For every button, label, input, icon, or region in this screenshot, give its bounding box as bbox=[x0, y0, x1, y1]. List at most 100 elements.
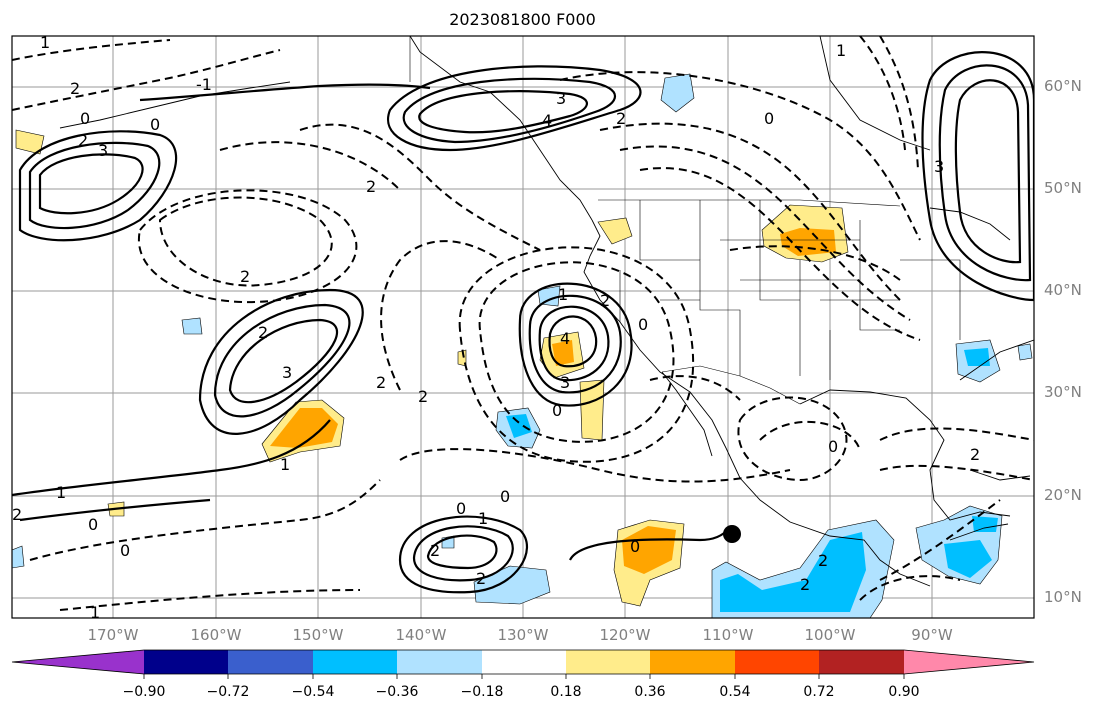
shaded-anomalies bbox=[12, 73, 1033, 618]
lon-label-150w: 150°W bbox=[292, 626, 344, 644]
anomaly-patch bbox=[12, 545, 25, 569]
colorbar-tick-label: 0.54 bbox=[719, 684, 751, 700]
contour-line bbox=[879, 499, 1001, 581]
contour-label: 4 bbox=[560, 329, 570, 348]
contour-line bbox=[649, 375, 741, 401]
anomaly-patch bbox=[964, 348, 990, 366]
colorbar-segment bbox=[482, 650, 566, 674]
contour-line bbox=[387, 65, 642, 152]
contour-line bbox=[29, 479, 381, 561]
anomaly-patch bbox=[181, 317, 203, 335]
contour-line bbox=[729, 245, 901, 281]
anomaly-patch bbox=[720, 532, 866, 612]
lat-label-10n: 10°N bbox=[1044, 588, 1082, 606]
contour-line bbox=[548, 315, 598, 368]
contour-line bbox=[418, 90, 588, 134]
contour-label: 4 bbox=[542, 111, 552, 130]
contour-label: 2 bbox=[430, 541, 440, 560]
contour-line bbox=[639, 167, 921, 341]
colorbar-tick-label: −0.18 bbox=[460, 684, 504, 700]
contour-line bbox=[737, 396, 848, 482]
lon-label-170w: 170°W bbox=[87, 626, 139, 644]
contour-line bbox=[38, 153, 144, 215]
gridlines bbox=[12, 36, 1034, 618]
contour-line bbox=[458, 246, 695, 463]
colorbar-segment bbox=[313, 650, 397, 674]
contour-line bbox=[759, 420, 861, 451]
contour-line bbox=[399, 448, 791, 483]
borders bbox=[409, 36, 961, 405]
contour-label: 3 bbox=[934, 157, 944, 176]
contour-line bbox=[879, 36, 919, 171]
colorbar-tick-label: −0.90 bbox=[122, 684, 166, 700]
contour-label: 2 bbox=[616, 109, 626, 128]
anomaly-patch bbox=[972, 516, 998, 532]
anomaly-patch bbox=[597, 217, 633, 245]
contour-label: 1 bbox=[478, 509, 488, 528]
contour-line bbox=[954, 79, 1022, 264]
coastline-north-america bbox=[583, 219, 931, 587]
contour-label: 2 bbox=[476, 569, 486, 588]
contour-line bbox=[12, 49, 281, 111]
contour-label: 2 bbox=[12, 505, 22, 524]
contour-label: 3 bbox=[556, 89, 566, 108]
colorbar-segment bbox=[735, 650, 819, 674]
contour-label: 1 bbox=[40, 33, 50, 52]
contour-line bbox=[137, 189, 358, 304]
contour-line bbox=[859, 575, 961, 601]
contour-label: 0 bbox=[150, 115, 160, 134]
contour-label: 0 bbox=[828, 437, 838, 456]
colorbar-tick-label: 0.90 bbox=[888, 684, 920, 700]
contour-line bbox=[18, 130, 178, 242]
anomaly-patch bbox=[552, 340, 574, 366]
anomaly-patch bbox=[270, 408, 338, 448]
contour-line bbox=[19, 498, 211, 522]
contour-line bbox=[879, 464, 1034, 481]
contour-label: 2 bbox=[366, 177, 376, 196]
lon-label-120w: 120°W bbox=[599, 626, 651, 644]
contour-label: 1 bbox=[558, 285, 568, 304]
contour-line bbox=[478, 261, 675, 443]
coastline-hudson bbox=[819, 36, 931, 151]
lat-label-20n: 20°N bbox=[1044, 486, 1082, 504]
lat-label-40n: 40°N bbox=[1044, 281, 1082, 299]
contour-label: 2 bbox=[258, 323, 268, 342]
contour-line bbox=[599, 122, 901, 301]
contour-label: 0 bbox=[552, 401, 562, 420]
colorbar-tick-label: −0.72 bbox=[206, 684, 250, 700]
coastline-alaska bbox=[409, 36, 593, 221]
lon-label-140w: 140°W bbox=[395, 626, 447, 644]
contour-line bbox=[139, 83, 431, 102]
contour-line bbox=[219, 141, 401, 191]
coastline-aleutians bbox=[59, 81, 291, 129]
anomaly-patch bbox=[506, 414, 532, 438]
contour-line bbox=[528, 294, 622, 394]
contour-label: 2 bbox=[78, 131, 88, 150]
contour-line bbox=[213, 303, 351, 418]
anomaly-patch bbox=[473, 565, 551, 605]
contour-label: 1 bbox=[836, 41, 846, 60]
contour-label: 2 bbox=[970, 445, 980, 464]
anomaly-patch bbox=[537, 285, 561, 307]
contour-label: 0 bbox=[88, 515, 98, 534]
map-title: 2023081800 F000 bbox=[449, 10, 596, 29]
contour-label: 2 bbox=[600, 291, 610, 310]
contour-label: 3 bbox=[560, 373, 570, 392]
coastline-caribbean bbox=[969, 469, 1031, 481]
lon-label-160w: 160°W bbox=[190, 626, 242, 644]
contour-label: 2 bbox=[418, 387, 428, 406]
colorbar-segment bbox=[397, 650, 482, 674]
coastline-antilles bbox=[949, 523, 1009, 541]
contour-label: 2 bbox=[70, 79, 80, 98]
lon-label-110w: 110°W bbox=[702, 626, 754, 644]
contour-line bbox=[228, 318, 339, 404]
contour-label: 0 bbox=[638, 315, 648, 334]
coastline-greatlakes bbox=[929, 207, 1011, 241]
contour-line bbox=[299, 123, 541, 251]
contour-label: 3 bbox=[282, 363, 292, 382]
contour-line bbox=[402, 77, 616, 144]
contour-label: 0 bbox=[120, 541, 130, 560]
anomaly-patch bbox=[579, 379, 605, 441]
colorbar-tick-label: −0.36 bbox=[375, 684, 419, 700]
anomaly-patch bbox=[15, 129, 45, 155]
